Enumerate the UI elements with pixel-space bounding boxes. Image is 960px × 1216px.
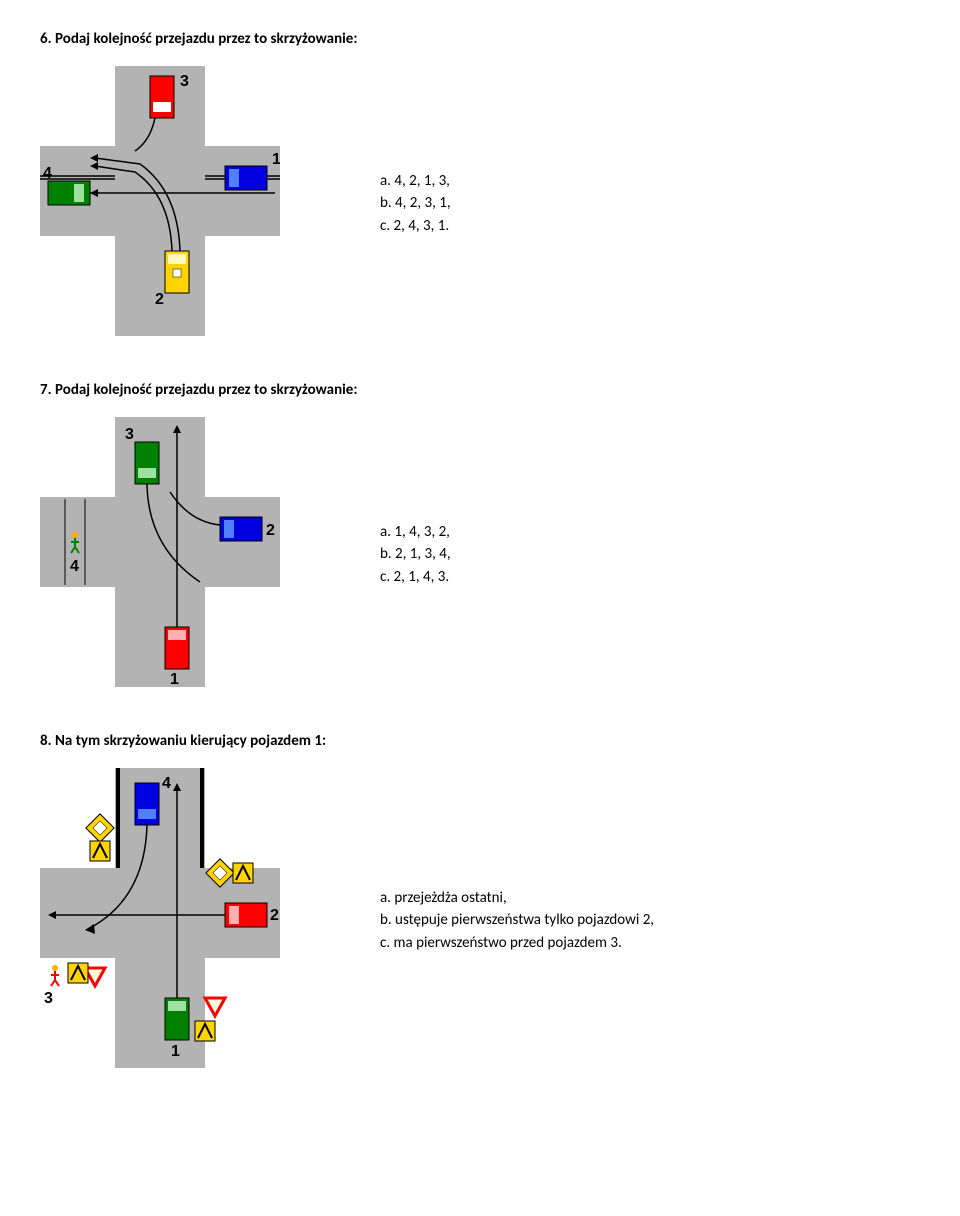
q8-diagram: 4 2 1 3 — [40, 768, 280, 1073]
svg-text:3: 3 — [180, 73, 189, 90]
svg-text:2: 2 — [155, 291, 164, 308]
svg-text:4: 4 — [70, 558, 79, 575]
q6-number: 6. — [40, 30, 52, 48]
vehicle-2c-icon: 2 — [225, 903, 279, 927]
svg-text:3: 3 — [125, 426, 134, 443]
q6-answer-b: b. 4, 2, 3, 1, — [380, 192, 451, 215]
question-6-text: 6. Podaj kolejność przejazdu przez to sk… — [40, 30, 920, 48]
q8-prompt: Na tym skrzyżowaniu kierujący pojazdem 1… — [55, 732, 326, 750]
q7-diagram: 3 2 1 4 — [40, 417, 280, 692]
q6-answer-c: c. 2, 4, 3, 1. — [380, 215, 451, 238]
q6-answer-a: a. 4, 2, 1, 3, — [380, 170, 451, 193]
svg-text:2: 2 — [270, 907, 279, 924]
q6-answers: a. 4, 2, 1, 3, b. 4, 2, 3, 1, c. 2, 4, 3… — [380, 170, 451, 238]
svg-text:4: 4 — [162, 775, 171, 792]
question-7-text: 7. Podaj kolejność przejazdu przez to sk… — [40, 381, 920, 399]
q7-row: 3 2 1 4 — [40, 417, 920, 692]
q6-prompt: Podaj kolejność przejazdu przez to skrzy… — [55, 30, 357, 48]
svg-text:1: 1 — [170, 671, 179, 687]
svg-text:1: 1 — [171, 1043, 180, 1060]
question-6: 6. Podaj kolejność przejazdu przez to sk… — [40, 30, 920, 341]
q7-number: 7. — [40, 381, 52, 399]
question-8: 8. Na tym skrzyżowaniu kierujący pojazde… — [40, 732, 920, 1073]
q8-answer-c: c. ma pierwszeństwo przed pojazdem 3. — [380, 932, 654, 955]
q7-answer-b: b. 2, 1, 3, 4, — [380, 543, 451, 566]
q6-row: 3 1 2 4 — [40, 66, 920, 341]
q8-row: 4 2 1 3 — [40, 768, 920, 1073]
q8-answers: a. przejeżdża ostatni, b. ustępuje pierw… — [380, 887, 654, 955]
question-7: 7. Podaj kolejność przejazdu przez to sk… — [40, 381, 920, 692]
q6-diagram: 3 1 2 4 — [40, 66, 280, 341]
q7-answers: a. 1, 4, 3, 2, b. 2, 1, 3, 4, c. 2, 1, 4… — [380, 521, 451, 589]
svg-text:2: 2 — [266, 522, 275, 539]
svg-text:3: 3 — [44, 990, 53, 1007]
q7-answer-c: c. 2, 1, 4, 3. — [380, 566, 451, 589]
q8-answer-b: b. ustępuje pierwszeństwa tylko pojazdow… — [380, 909, 654, 932]
q8-number: 8. — [40, 732, 52, 750]
q7-answer-a: a. 1, 4, 3, 2, — [380, 521, 451, 544]
q8-answer-a: a. przejeżdża ostatni, — [380, 887, 654, 910]
svg-text:4: 4 — [43, 165, 52, 182]
svg-text:1: 1 — [272, 151, 280, 168]
q7-prompt: Podaj kolejność przejazdu przez to skrzy… — [55, 381, 357, 399]
question-8-text: 8. Na tym skrzyżowaniu kierujący pojazde… — [40, 732, 920, 750]
